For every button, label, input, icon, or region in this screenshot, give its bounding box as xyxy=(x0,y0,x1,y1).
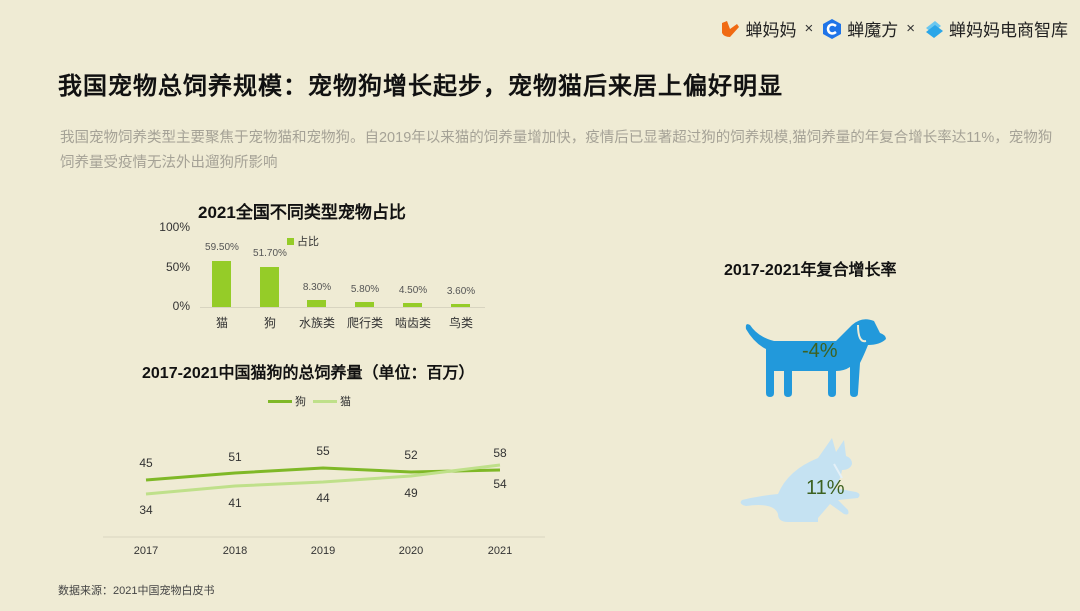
x-tick: 啮齿类 xyxy=(394,316,431,330)
logo-chanmofang: 蝉魔方 xyxy=(821,16,898,41)
cat-series-line xyxy=(145,463,501,496)
bar-rodent xyxy=(403,303,422,307)
bar-dog xyxy=(260,267,279,307)
legend-dog-line xyxy=(268,399,292,403)
dog-growth-rate: -4% xyxy=(802,340,838,362)
cat-value: 49 xyxy=(404,486,418,500)
bar-legend: 占比 xyxy=(287,233,319,249)
bar-value: 5.80% xyxy=(350,284,380,295)
dog-series-line xyxy=(145,466,501,482)
legend-cat-line xyxy=(313,399,337,403)
bar-value: 51.70% xyxy=(253,248,287,259)
line-chart-title: 2017-2021中国猫狗的总饲养量（单位：百万） xyxy=(142,365,475,382)
separator: × xyxy=(906,20,915,37)
cat-icon xyxy=(740,438,860,522)
dog-value: 55 xyxy=(316,444,330,458)
dog-icon xyxy=(745,319,886,397)
line-chart xyxy=(103,463,545,538)
chanmofang-logo-icon xyxy=(823,18,842,39)
logo-chanmama-think-tank: 蝉妈妈电商智库 xyxy=(923,16,1068,41)
x-axis-line xyxy=(200,307,485,308)
dog-value: 45 xyxy=(139,456,153,470)
x-tick: 鸟类 xyxy=(448,316,473,330)
cat-value: 44 xyxy=(316,491,330,505)
bar-cat xyxy=(212,261,231,307)
y-tick: 50% xyxy=(165,260,190,274)
logo-chanmama: 蝉妈妈 xyxy=(719,16,796,41)
dog-value: 54 xyxy=(493,477,507,491)
separator: × xyxy=(804,20,814,37)
legend-swatch xyxy=(287,237,294,245)
x-tick: 爬行类 xyxy=(346,316,383,330)
bar-reptile xyxy=(355,302,374,307)
y-tick: 100% xyxy=(159,220,190,234)
x-tick: 2019 xyxy=(310,545,336,557)
chanmama-think-tank-logo-icon xyxy=(926,20,943,38)
bar-bird xyxy=(451,304,470,307)
line-legend: 狗 猫 xyxy=(268,393,351,409)
x-tick: 水族类 xyxy=(298,316,335,330)
bar-value: 8.30% xyxy=(302,282,332,293)
y-tick: 0% xyxy=(172,299,190,313)
x-tick: 狗 xyxy=(263,316,276,330)
dog-value: 52 xyxy=(404,448,418,462)
cat-growth-rate: 11% xyxy=(806,477,845,499)
cat-value: 41 xyxy=(228,496,242,510)
cat-value: 34 xyxy=(139,503,153,517)
partner-logos: 蝉妈妈 × 蝉魔方 × 蝉妈妈电商智库 xyxy=(719,16,1068,41)
cat-value: 58 xyxy=(493,446,507,460)
data-source: 数据来源：2021中国宠物白皮书 xyxy=(58,585,215,597)
bar-aquatic xyxy=(307,300,326,307)
bar-chart-title: 2021全国不同类型宠物占比 xyxy=(198,203,406,222)
growth-title: 2017-2021年复合增长率 xyxy=(724,262,897,279)
chanmama-logo-icon xyxy=(722,20,740,37)
page-description: 我国宠物饲养类型主要聚焦于宠物猫和宠物狗。自2019年以来猫的饲养量增加快，疫情… xyxy=(60,130,1053,171)
x-tick: 2020 xyxy=(398,545,424,557)
x-tick: 猫 xyxy=(215,316,228,330)
page-title: 我国宠物总饲养规模：宠物狗增长起步，宠物猫后来居上偏好明显 xyxy=(58,73,783,100)
bar-value: 4.50% xyxy=(398,285,428,296)
dog-value: 51 xyxy=(228,450,242,464)
x-tick: 2021 xyxy=(487,545,513,557)
bar-value: 59.50% xyxy=(205,242,239,253)
x-tick: 2017 xyxy=(133,545,159,557)
bar-value: 3.60% xyxy=(446,286,476,297)
x-tick: 2018 xyxy=(222,545,248,557)
